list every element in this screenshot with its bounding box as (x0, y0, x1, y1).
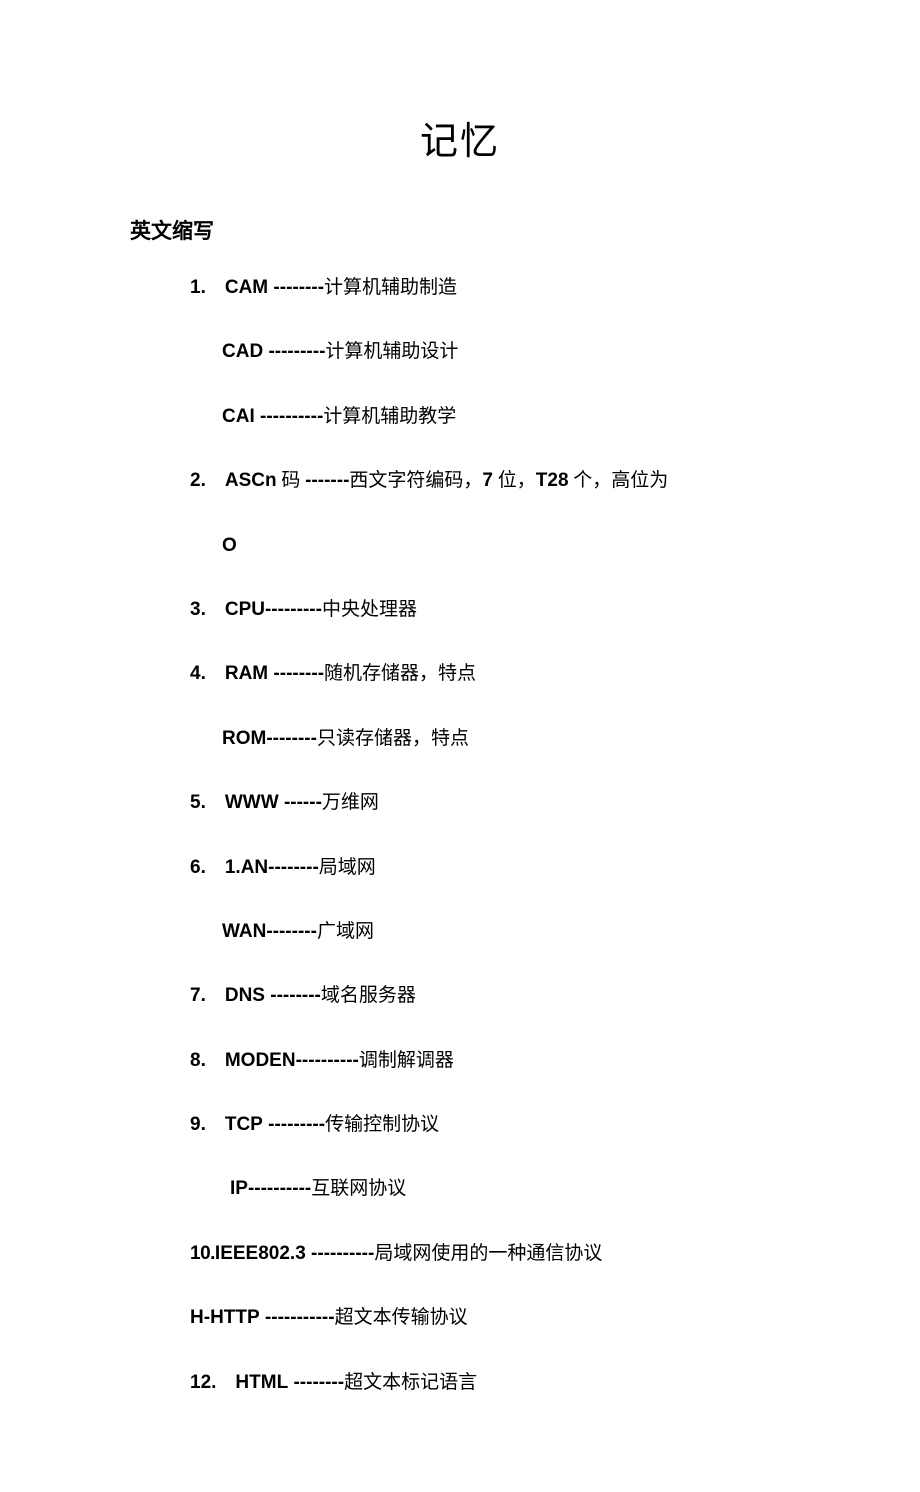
list-item: ROM--------只读存储器，特点 (190, 724, 790, 754)
item-number: 9. (190, 1114, 206, 1135)
page-title: 记忆 (130, 110, 790, 165)
list-item: IP----------互联网协议 (190, 1174, 790, 1204)
bold-text: 7 (482, 470, 493, 491)
bold-text: T28 (536, 470, 569, 491)
definition: 局域网 (319, 857, 376, 878)
entry-list: 1. CAM --------计算机辅助制造 CAD ---------计算机辅… (130, 273, 790, 1398)
list-item: CAI ----------计算机辅助教学 (190, 402, 790, 432)
definition: 计算机辅助制造 (324, 277, 457, 298)
list-item: 6. 1.AN--------局域网 WAN--------广域网 (190, 853, 790, 948)
text: 位， (493, 470, 536, 491)
dash: -------- (268, 663, 324, 684)
definition: 域名服务器 (321, 985, 416, 1006)
abbr: MODEN (225, 1050, 296, 1071)
list-item: 5. WWW ------万维网 (190, 788, 790, 818)
abbr: 1.AN (225, 857, 268, 878)
abbr: WWW (225, 792, 279, 813)
list-item: 9. TCP ---------传输控制协议 IP----------互联网协议 (190, 1110, 790, 1205)
list-item: 2. ASCn 码 -------西文字符编码，7 位，T28 个，高位为 O (190, 466, 790, 561)
abbr: CAM (225, 277, 268, 298)
item-number: 2. (190, 470, 206, 491)
item-number: 6. (190, 857, 206, 878)
item-number: H- (190, 1307, 210, 1328)
abbr: CPU (225, 599, 265, 620)
list-item: O (190, 531, 790, 561)
dash: -------- (268, 857, 319, 878)
list-item: 10.IEEE802.3 ----------局域网使用的一种通信协议 (190, 1239, 790, 1269)
abbr: TCP (225, 1114, 263, 1135)
dash: ---------- (306, 1243, 375, 1264)
list-item: 3. CPU---------中央处理器 (190, 595, 790, 625)
definition: 广域网 (317, 921, 374, 942)
definition: 局域网使用的一种通信协议 (374, 1243, 602, 1264)
dash: -------- (288, 1372, 344, 1393)
dash: ----------- (260, 1307, 335, 1328)
abbr: CAI (222, 406, 255, 427)
definition: 超文本标记语言 (344, 1372, 477, 1393)
abbr: WAN (222, 921, 266, 942)
abbr: HTTP (210, 1307, 260, 1328)
dash: -------- (268, 277, 324, 298)
definition: 中央处理器 (322, 599, 417, 620)
item-number: 12. (190, 1372, 216, 1393)
abbr: DNS (225, 985, 265, 1006)
dash: -------- (266, 921, 317, 942)
definition: 互联网协议 (311, 1178, 406, 1199)
document-page: 记忆 英文缩写 1. CAM --------计算机辅助制造 CAD -----… (0, 0, 920, 1492)
dash: ------ (279, 792, 322, 813)
list-item: CAD ---------计算机辅助设计 (190, 337, 790, 367)
dash: ---------- (296, 1050, 359, 1071)
definition: 计算机辅助设计 (325, 341, 458, 362)
dash: ------- (305, 470, 349, 491)
item-number: 7. (190, 985, 206, 1006)
list-item: 4. RAM --------随机存储器，特点 ROM--------只读存储器… (190, 659, 790, 754)
definition: 随机存储器，特点 (324, 663, 476, 684)
item-number: 5. (190, 792, 206, 813)
list-item: 7. DNS --------域名服务器 (190, 981, 790, 1011)
item-number: 8. (190, 1050, 206, 1071)
item-number: 4. (190, 663, 206, 684)
abbr: RAM (225, 663, 268, 684)
section-heading: 英文缩写 (130, 215, 790, 245)
dash: -------- (266, 728, 317, 749)
dash: -------- (265, 985, 321, 1006)
item-number: 1. (190, 277, 206, 298)
dash: ---------- (255, 406, 324, 427)
abbr: CAD (222, 341, 263, 362)
dash: --------- (265, 599, 322, 620)
dash: --------- (263, 341, 325, 362)
dash: --------- (263, 1114, 325, 1135)
definition: 万维网 (322, 792, 379, 813)
item-number: 10. (190, 1243, 215, 1264)
abbr: O (222, 535, 237, 556)
list-item: 12. HTML --------超文本标记语言 (190, 1368, 790, 1398)
definition: 计算机辅助教学 (323, 406, 456, 427)
abbr: IEEE802.3 (215, 1243, 306, 1264)
list-item: H-HTTP -----------超文本传输协议 (190, 1303, 790, 1333)
abbr: ASCn (225, 470, 277, 491)
dash: ---------- (248, 1178, 311, 1199)
definition: 传输控制协议 (325, 1114, 439, 1135)
definition: 只读存储器，特点 (317, 728, 469, 749)
abbr: ROM (222, 728, 266, 749)
list-item: WAN--------广域网 (190, 917, 790, 947)
item-number: 3. (190, 599, 206, 620)
definition: 超文本传输协议 (335, 1307, 468, 1328)
definition: 西文字符编码， (349, 470, 482, 491)
text: 个，高位为 (569, 470, 669, 491)
definition: 调制解调器 (359, 1050, 454, 1071)
list-item: 8. MODEN----------调制解调器 (190, 1046, 790, 1076)
text: 码 (277, 470, 306, 491)
abbr: HTML (235, 1372, 288, 1393)
abbr: IP (230, 1178, 248, 1199)
list-item: 1. CAM --------计算机辅助制造 CAD ---------计算机辅… (190, 273, 790, 432)
